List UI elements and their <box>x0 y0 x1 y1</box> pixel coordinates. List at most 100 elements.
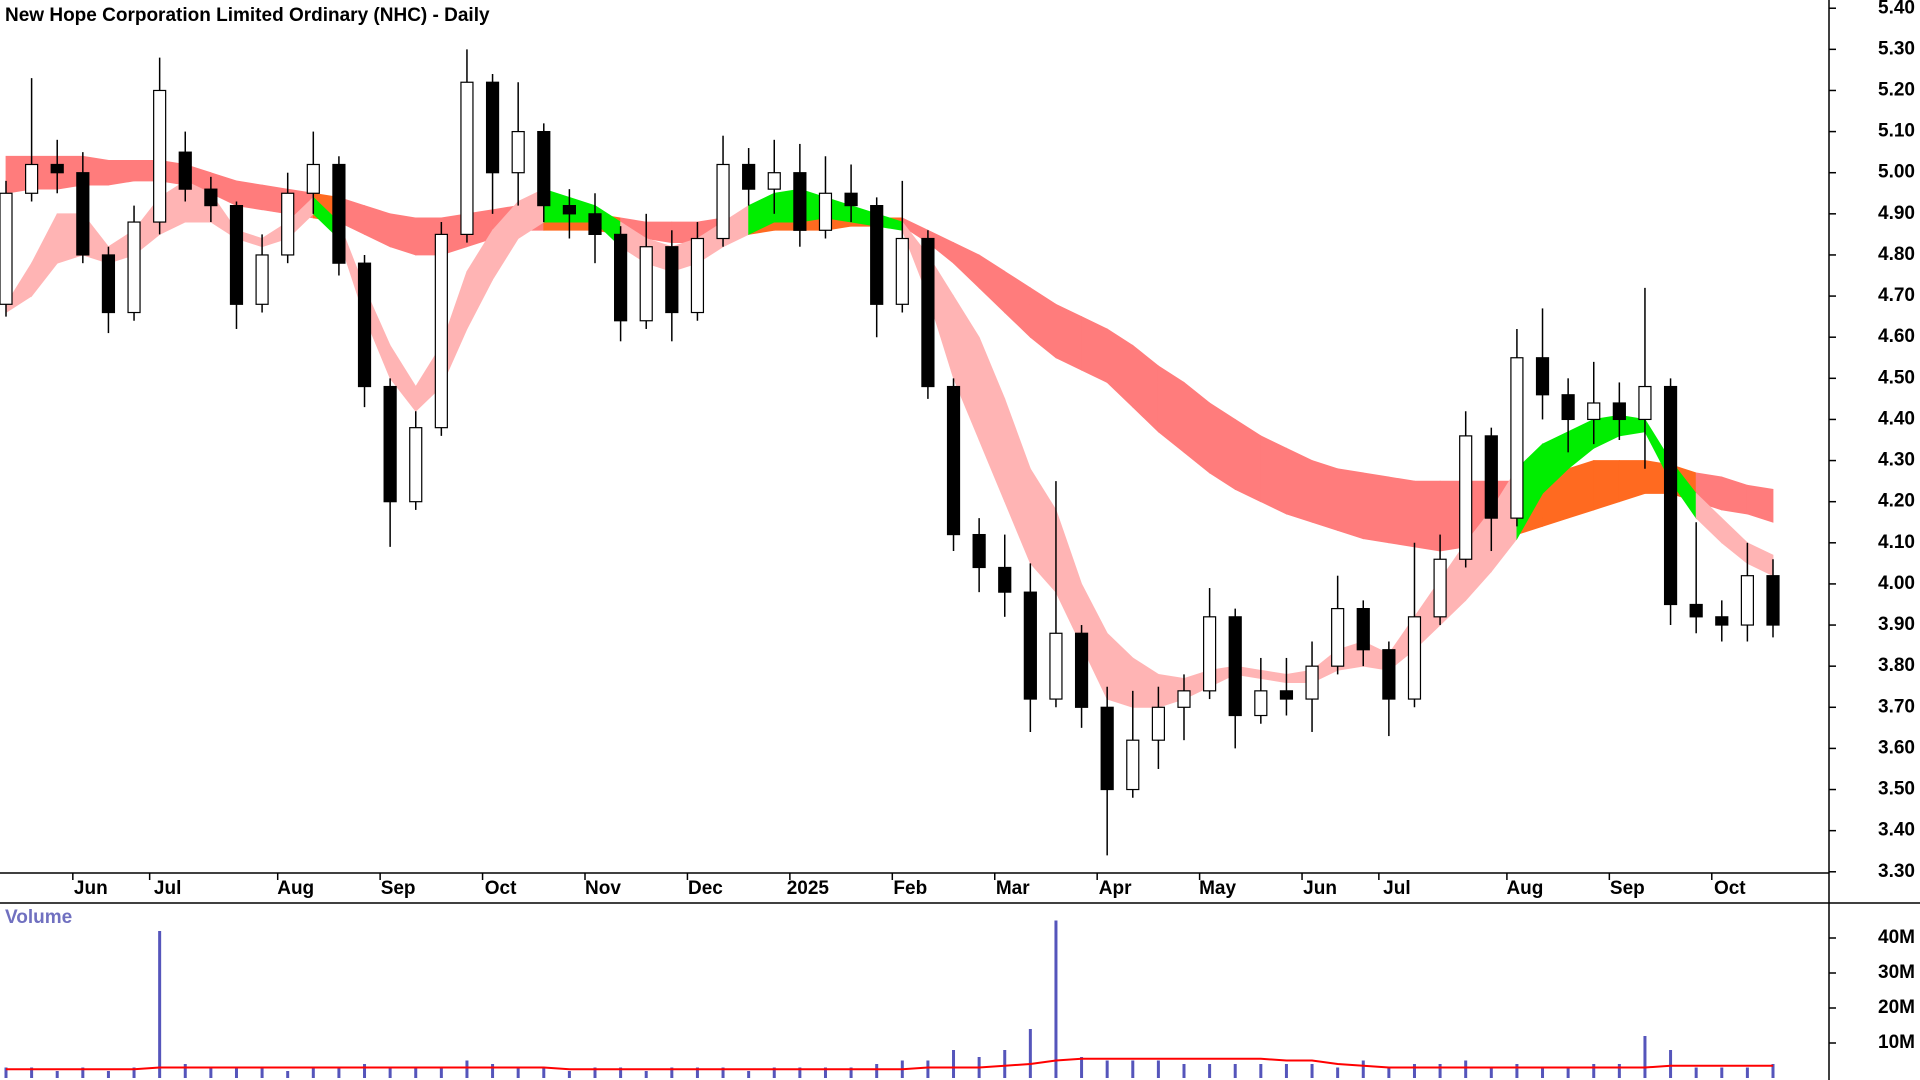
x-tick-label: Oct <box>485 878 517 899</box>
volume-bar <box>695 1067 699 1078</box>
candle-body <box>485 81 500 174</box>
volume-bar <box>1310 1064 1314 1078</box>
volume-bar <box>106 1071 110 1078</box>
long-ribbon-segment <box>1311 460 1339 532</box>
candle-body <box>1049 632 1063 700</box>
candle-body <box>204 188 218 207</box>
y-tick-label: 5.10 <box>1878 121 1915 142</box>
candle-body <box>1407 616 1422 700</box>
candle-body <box>357 262 372 388</box>
candle-body <box>1740 575 1754 626</box>
volume-bar <box>388 1067 392 1078</box>
volume-bar <box>4 1067 8 1078</box>
volume-bar <box>1387 1067 1391 1078</box>
candle-body <box>101 254 116 314</box>
volume-bar <box>1720 1067 1724 1078</box>
candle-body <box>511 130 525 174</box>
volume-bar <box>1745 1067 1749 1078</box>
candle-body <box>383 385 397 503</box>
candle-body <box>1663 385 1678 606</box>
volume-bar <box>1284 1064 1288 1078</box>
y-tick-label: 4.50 <box>1878 367 1915 388</box>
y-tick-label: 3.40 <box>1878 820 1915 841</box>
candle-body <box>895 237 909 305</box>
volume-bar <box>542 1067 546 1078</box>
y-tick-label: 3.60 <box>1878 737 1915 758</box>
candle-body <box>537 130 551 207</box>
volume-bar <box>1054 920 1058 1078</box>
candle-body <box>562 205 576 215</box>
y-tick-label: 4.40 <box>1878 408 1915 429</box>
y-tick-label: 3.50 <box>1878 779 1915 800</box>
y-tick-label: 5.30 <box>1878 38 1915 59</box>
volume-bar <box>1105 1060 1109 1078</box>
x-tick-label: May <box>1199 878 1236 899</box>
candle-body <box>50 163 64 174</box>
volume-bar <box>1694 1067 1698 1078</box>
candle-body <box>1612 402 1626 421</box>
candle-body <box>1279 690 1294 700</box>
candle-body <box>1689 603 1703 618</box>
candle-body <box>818 192 833 231</box>
volume-bar <box>30 1067 34 1078</box>
volume-bar <box>1080 1057 1084 1078</box>
y-tick-label: 5.20 <box>1878 79 1915 100</box>
candle-body <box>0 192 13 305</box>
volume-bar <box>158 931 162 1078</box>
candle-body <box>1382 649 1396 700</box>
volume-bar <box>414 1067 418 1078</box>
candle-body <box>1510 357 1524 519</box>
volume-bar <box>132 1067 136 1078</box>
candle-body <box>255 254 269 305</box>
x-tick-label: 2025 <box>787 878 830 899</box>
x-tick-label: Sep <box>1610 878 1645 899</box>
volume-tick-label: 20M <box>1878 997 1915 1018</box>
long-ribbon-segment <box>1567 460 1595 519</box>
candle-body <box>921 237 935 388</box>
candle-body <box>1151 706 1165 741</box>
volume-bar <box>721 1067 725 1078</box>
long-ribbon-segment <box>108 159 135 186</box>
volume-bar <box>1566 1067 1570 1078</box>
candle-body <box>25 163 39 194</box>
candle-body <box>870 205 884 305</box>
candle-body <box>460 81 474 235</box>
candle-body <box>639 246 653 322</box>
volume-bar <box>1028 1029 1032 1078</box>
volume-bar <box>1541 1067 1545 1078</box>
x-tick-label: Jul <box>1383 878 1410 899</box>
candle-body <box>153 89 167 223</box>
volume-bar <box>1259 1064 1263 1078</box>
y-tick-label: 4.10 <box>1878 532 1915 553</box>
volume-bar <box>55 1071 59 1078</box>
volume-bar <box>875 1064 879 1078</box>
volume-bar <box>1617 1064 1621 1078</box>
y-tick-label: 5.00 <box>1878 162 1915 183</box>
y-tick-label: 3.80 <box>1878 655 1915 676</box>
x-tick-label: Feb <box>893 878 927 899</box>
long-ribbon-segment <box>1286 447 1313 523</box>
candle-body <box>178 151 192 190</box>
volume-bar <box>1515 1064 1519 1078</box>
volume-bar <box>81 1067 85 1078</box>
candle-body <box>767 172 781 190</box>
candle-body <box>793 172 807 231</box>
volume-bar <box>439 1067 443 1078</box>
volume-bar <box>1233 1064 1237 1078</box>
volume-bar <box>1182 1064 1186 1078</box>
candle-body <box>409 427 423 503</box>
volume-bar <box>516 1067 520 1078</box>
candle-body <box>998 566 1012 593</box>
volume-bar <box>593 1067 597 1078</box>
x-tick-label: Dec <box>688 878 723 899</box>
candle-body <box>588 213 602 235</box>
volume-tick-label: 40M <box>1878 927 1915 948</box>
candle-body <box>281 192 295 256</box>
volume-bar <box>234 1067 238 1078</box>
volume-bar <box>209 1067 213 1078</box>
y-tick-label: 4.60 <box>1878 326 1915 347</box>
candle-body <box>1305 665 1319 700</box>
volume-bar <box>567 1071 571 1078</box>
candle-body <box>1587 402 1601 421</box>
candle-body <box>1459 435 1473 560</box>
